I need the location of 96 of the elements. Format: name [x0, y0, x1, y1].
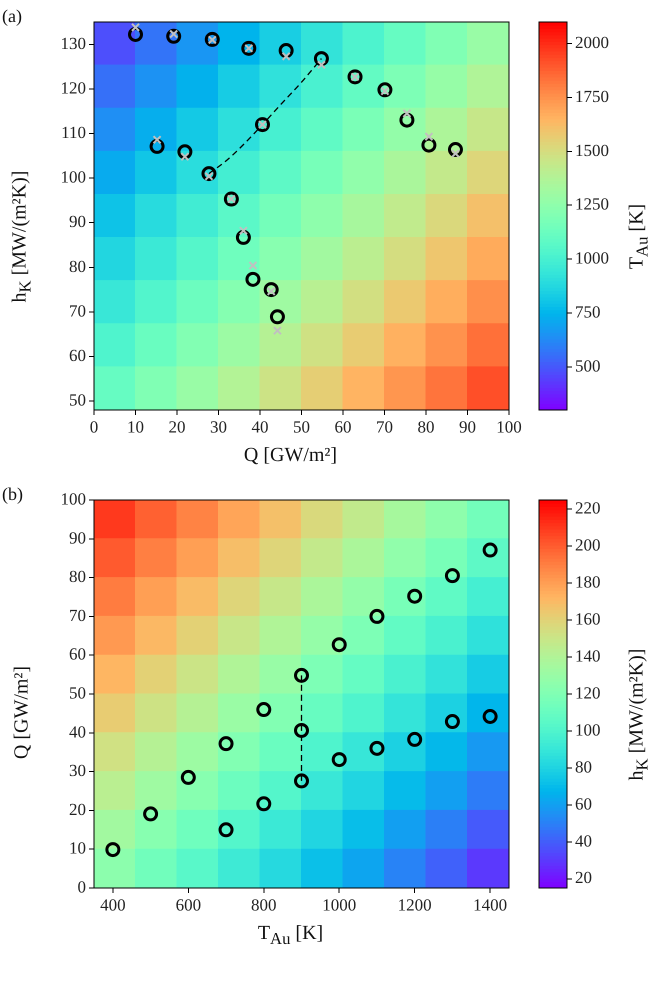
point — [270, 309, 285, 324]
point — [224, 192, 239, 207]
x-tick-label: 400 — [100, 896, 126, 915]
color-bar-label: 750 — [575, 302, 600, 322]
x-tick-label: 10 — [127, 418, 144, 437]
y-tick-label: 90 — [69, 212, 86, 232]
point — [180, 770, 196, 785]
y-tick-label: 120 — [60, 78, 86, 98]
color-bar-label: 160 — [575, 610, 600, 629]
point — [369, 608, 384, 624]
point — [218, 736, 234, 752]
y-tick-label: 60 — [69, 346, 86, 365]
color-bar-label: 60 — [575, 794, 592, 814]
x-tick-label: 60 — [334, 418, 352, 437]
point — [369, 740, 384, 756]
color-bar-label: 1750 — [575, 86, 609, 106]
point — [204, 32, 220, 47]
y-tick-label: 50 — [69, 390, 86, 410]
point — [332, 637, 347, 652]
point — [407, 588, 422, 604]
color-bar-label: 2000 — [575, 33, 609, 52]
point — [241, 40, 256, 56]
color-bar-label: 220 — [575, 498, 600, 518]
y-tick-label: 30 — [69, 761, 86, 780]
y-tick-label: 70 — [69, 301, 86, 320]
point — [407, 732, 422, 747]
x-axis-title: T$_{Au}$ [K] — [256, 922, 324, 949]
y-tick-label: 10 — [69, 838, 86, 858]
point — [294, 668, 309, 683]
x-tick-label: 0 — [90, 418, 98, 437]
point — [130, 22, 140, 32]
point — [256, 702, 272, 718]
color-bar-label: 40 — [575, 831, 592, 850]
x-tick-label: 50 — [293, 418, 310, 437]
x-tick-label: 1400 — [473, 896, 508, 915]
text: (b) — [2, 484, 23, 505]
color-bar-label: 1500 — [575, 140, 609, 160]
y-tick-label: 90 — [69, 528, 86, 548]
x-axis-title: Q [GW/m²] — [242, 444, 338, 467]
color-bar-label: 1250 — [575, 194, 609, 214]
point — [294, 773, 309, 788]
x-tick-label: 70 — [376, 418, 393, 437]
color-bar-label: 140 — [575, 646, 600, 666]
x-tick-label: 100 — [496, 418, 522, 437]
color-bar-label: 20 — [575, 868, 592, 888]
x-tick-label: 1000 — [322, 896, 356, 915]
y-tick-label: 110 — [61, 122, 86, 142]
y-tick-label: 100 — [60, 489, 86, 508]
point — [272, 326, 282, 336]
point — [245, 272, 260, 287]
point — [402, 108, 412, 118]
x-tick-label: 90 — [459, 418, 476, 437]
x-tick-label: 600 — [176, 896, 202, 915]
y-tick-label: 130 — [60, 34, 86, 53]
point — [444, 568, 460, 584]
x-tick-label: 40 — [252, 418, 268, 437]
point — [348, 69, 363, 84]
color-bar-label: 120 — [575, 683, 600, 702]
x-tick-label: 800 — [251, 896, 277, 915]
y-tick-label: 80 — [69, 256, 86, 276]
color-bar-label: 180 — [575, 572, 600, 592]
x-tick-label: 80 — [418, 418, 434, 437]
point — [316, 60, 326, 70]
point — [105, 842, 120, 858]
point — [294, 722, 309, 738]
point — [332, 752, 347, 768]
point — [377, 82, 392, 98]
x-tick-label: 30 — [210, 418, 227, 437]
y-tick-label: 40 — [69, 722, 86, 742]
point — [424, 132, 434, 142]
text: (a) — [2, 6, 22, 27]
point — [218, 822, 234, 838]
y-axis-title: Q [GW/m²] — [10, 666, 32, 760]
y-tick-label: 80 — [69, 567, 86, 586]
point — [238, 226, 248, 236]
color-bar-label: 1000 — [575, 248, 609, 268]
y-tick-label: 60 — [69, 644, 86, 664]
color-bar-label: 200 — [575, 536, 600, 555]
y-tick-label: 70 — [69, 606, 86, 625]
point — [248, 260, 258, 270]
x-tick-label: 1200 — [398, 896, 432, 915]
point — [282, 52, 291, 61]
point — [254, 117, 270, 132]
y-tick-label: 100 — [60, 168, 86, 187]
y-tick-label: 50 — [69, 683, 86, 702]
point — [444, 714, 460, 730]
y-tick-label: 0 — [78, 877, 86, 896]
y-tick-label: 20 — [69, 800, 86, 819]
x-tick-label: 20 — [168, 418, 186, 437]
point — [143, 806, 158, 822]
point — [256, 796, 272, 812]
color-bar-label: 100 — [575, 720, 600, 740]
point — [152, 135, 162, 144]
color-bar-label: 80 — [575, 757, 592, 776]
color-bar-label: 500 — [575, 356, 600, 376]
point — [180, 152, 190, 162]
